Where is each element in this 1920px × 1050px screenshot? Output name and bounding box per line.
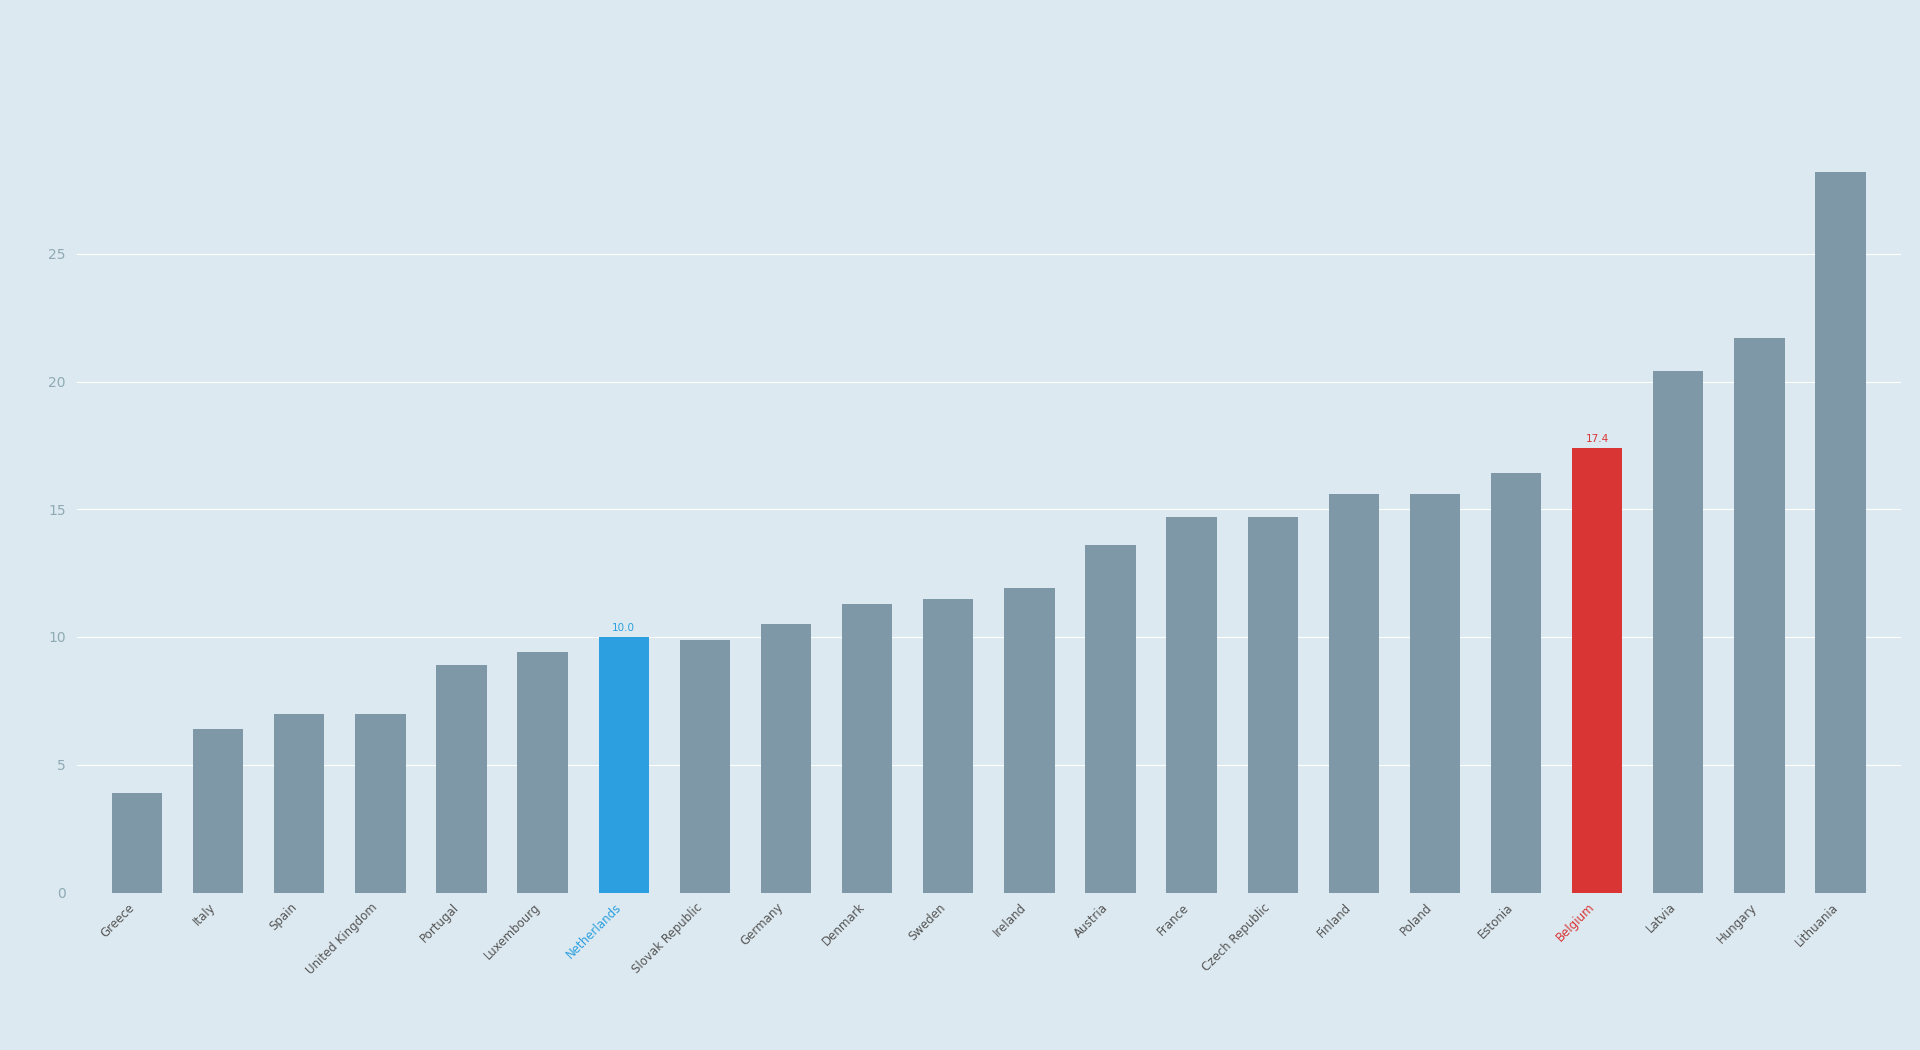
Bar	[275, 714, 324, 892]
Bar	[1085, 545, 1135, 892]
Bar	[1816, 172, 1866, 892]
Bar	[1734, 338, 1784, 892]
Bar	[1492, 474, 1542, 892]
Text: 17.4: 17.4	[1586, 434, 1609, 444]
Bar	[1572, 448, 1622, 892]
Bar	[111, 793, 161, 892]
Bar	[1167, 517, 1217, 892]
Bar	[680, 639, 730, 892]
Bar	[599, 637, 649, 892]
Bar	[843, 604, 893, 892]
Bar	[436, 665, 486, 892]
Bar	[1409, 494, 1459, 892]
Bar	[1004, 588, 1054, 892]
Bar	[760, 624, 810, 892]
Bar	[1248, 517, 1298, 892]
Bar	[1329, 494, 1379, 892]
Bar	[518, 652, 568, 892]
Bar	[924, 598, 973, 892]
Bar	[1653, 372, 1703, 892]
Text: 10.0: 10.0	[612, 623, 636, 633]
Bar	[355, 714, 405, 892]
Bar	[194, 729, 244, 892]
